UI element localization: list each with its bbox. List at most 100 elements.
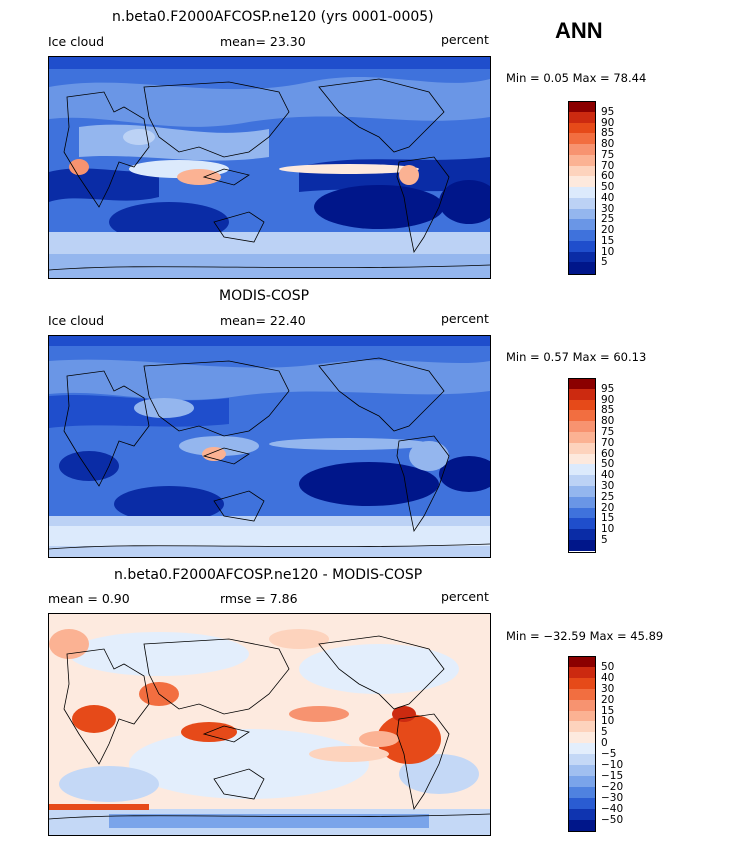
colorbar-tick-label: 40: [601, 671, 615, 684]
panel2-units-label: percent: [441, 311, 489, 326]
colorbar-swatch: [568, 518, 595, 530]
colorbar-frame: [568, 378, 596, 553]
panel1-mean-label: mean= 23.30: [220, 34, 306, 49]
colorbar-swatch: [568, 442, 595, 455]
colorbar-swatch: [568, 133, 595, 145]
panel2-mean-label: mean= 22.40: [220, 313, 306, 328]
colorbar-tick-label: 80: [601, 415, 615, 428]
colorbar-swatch: [568, 475, 595, 487]
panel1-variable-label: Ice cloud: [48, 34, 105, 49]
colorbar-tick-label: 60: [601, 170, 615, 183]
panel1-min-max: Min = 0.05 Max = 78.44: [506, 71, 647, 85]
season-label: ANN: [555, 18, 603, 43]
panel2-map: [48, 335, 491, 558]
colorbar-swatch: [568, 666, 595, 679]
colorbar-swatch: [568, 819, 595, 831]
colorbar-swatch: [568, 154, 595, 166]
colorbar-swatch: [568, 808, 595, 820]
colorbar-swatch: [568, 797, 595, 810]
colorbar-tick-label: −50: [601, 813, 624, 826]
colorbar-tick-label: 75: [601, 426, 615, 438]
colorbar-tick-label: 5: [601, 726, 608, 739]
colorbar-tick-label: 80: [601, 138, 615, 150]
colorbar-swatch: [568, 765, 595, 777]
panel3-units-label: percent: [441, 589, 489, 604]
panel1-units-label: percent: [441, 32, 489, 47]
panel3-title: n.beta0.F2000AFCOSP.ne120 - MODIS-COSP: [114, 567, 423, 583]
colorbar-tick-label: 20: [601, 501, 615, 514]
colorbar-tick-label: 95: [601, 382, 615, 395]
colorbar-swatch: [568, 144, 595, 156]
panel3-mean-label: mean = 0.90: [48, 591, 130, 606]
panel1-title: n.beta0.F2000AFCOSP.ne120 (yrs 0001-0005…: [112, 9, 434, 25]
panel2-min-max: Min = 0.57 Max = 60.13: [506, 350, 647, 364]
colorbar-swatch: [568, 732, 595, 744]
colorbar-tick-label: 50: [601, 458, 615, 471]
panel3-map: [48, 613, 491, 836]
colorbar-swatch: [568, 399, 595, 411]
colorbar-tick-label: 20: [601, 693, 615, 706]
colorbar-tick-label: 50: [601, 660, 615, 673]
colorbar-swatch: [568, 656, 595, 668]
colorbar-swatch: [568, 388, 595, 401]
colorbar-tick-label: 25: [601, 490, 615, 503]
colorbar-swatch: [568, 775, 595, 788]
colorbar-tick-label: −5: [601, 748, 617, 761]
colorbar-tick-label: 70: [601, 436, 615, 449]
panel1-map: [48, 56, 491, 279]
colorbar-swatch: [568, 529, 595, 541]
colorbar-swatch: [568, 486, 595, 498]
colorbar-swatch: [568, 187, 595, 199]
panel2-title: MODIS-COSP: [219, 288, 310, 304]
colorbar-tick-label: 75: [601, 148, 615, 161]
colorbar-swatch: [568, 421, 595, 433]
colorbar-swatch: [568, 699, 595, 711]
colorbar-swatch: [568, 122, 595, 134]
colorbar-swatch: [568, 754, 595, 766]
colorbar-swatch: [568, 165, 595, 177]
colorbar-swatch: [568, 208, 595, 220]
colorbar-tick-label: 25: [601, 213, 615, 226]
colorbar-tick-label: 10: [601, 245, 615, 258]
colorbar-swatch: [568, 111, 595, 123]
colorbar-tick-label: 10: [601, 523, 615, 536]
colorbar-swatch: [568, 677, 595, 690]
colorbar-tick-label: 30: [601, 202, 615, 215]
panel3-rmse-label: rmse = 7.86: [220, 591, 298, 606]
colorbar-swatch: [568, 786, 595, 799]
colorbar-swatch: [568, 496, 595, 509]
colorbar-swatch: [568, 432, 595, 444]
colorbar-swatch: [568, 378, 595, 390]
colorbar-tick-label: 30: [601, 480, 615, 492]
colorbar-swatch: [568, 540, 595, 552]
colorbar-tick-label: 10: [601, 715, 615, 728]
colorbar-swatch: [568, 262, 595, 274]
colorbar-tick-label: 95: [601, 105, 615, 118]
colorbar-swatch: [568, 507, 595, 519]
colorbar-frame: [568, 656, 596, 833]
colorbar-tick-label: 85: [601, 127, 615, 140]
colorbar-tick-label: 85: [601, 404, 615, 417]
colorbar-swatch: [568, 240, 595, 252]
colorbar-swatch: [568, 464, 595, 476]
colorbar-tick-label: −20: [601, 780, 624, 793]
colorbar-swatch: [568, 721, 595, 733]
colorbar-tick-label: 15: [601, 512, 615, 525]
colorbar-tick-label: 5: [601, 256, 608, 269]
colorbar-tick-label: 40: [601, 191, 615, 204]
colorbar-tick-label: 15: [601, 704, 615, 717]
colorbar-tick-label: 40: [601, 469, 615, 482]
colorbar-tick-label: 20: [601, 224, 615, 236]
colorbar-tick-label: 70: [601, 159, 615, 172]
colorbar-swatch: [568, 219, 595, 231]
colorbar-frame: [568, 101, 596, 275]
colorbar-swatch: [568, 453, 595, 465]
colorbar-swatch: [568, 101, 595, 113]
colorbar-tick-label: 15: [601, 234, 615, 247]
colorbar-tick-label: 50: [601, 181, 615, 193]
colorbar-tick-label: −15: [601, 769, 624, 782]
colorbar-swatch: [568, 743, 595, 755]
panel2-variable-label: Ice cloud: [48, 313, 105, 328]
colorbar-swatch: [568, 710, 595, 722]
colorbar-tick-label: −10: [601, 759, 624, 771]
